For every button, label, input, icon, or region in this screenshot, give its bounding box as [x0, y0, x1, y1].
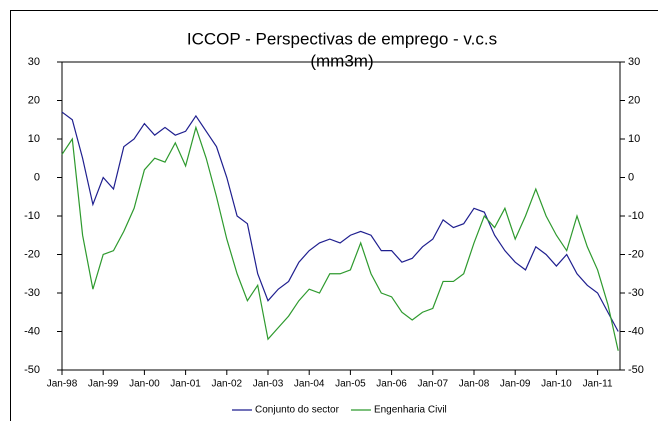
series-line — [61, 125, 619, 351]
y2-tick-label: -30 — [628, 287, 644, 299]
x-tick-label: Jan-08 — [459, 379, 490, 390]
x-tick-label: Jan-03 — [253, 379, 284, 390]
y2-tick-label: -40 — [628, 325, 644, 337]
y-tick-label: -50 — [24, 364, 40, 376]
y2-tick-label: -50 — [628, 364, 644, 376]
y-tick-label: 10 — [28, 133, 40, 145]
chart-title: ICCOP - Perspectivas de emprego - v.c.s — [187, 29, 497, 48]
x-tick-label: Jan-09 — [500, 379, 531, 390]
x-tick-label: Jan-00 — [129, 379, 160, 390]
plot-area — [61, 61, 621, 371]
y2-tick-label: 30 — [628, 56, 640, 68]
chart-frame — [10, 10, 658, 421]
y-tick-label: 0 — [34, 171, 40, 183]
x-tick-label: Jan-98 — [47, 379, 78, 390]
x-tick-label: Jan-07 — [418, 379, 449, 390]
x-tick-label: Jan-01 — [170, 379, 201, 390]
series-line — [61, 111, 619, 332]
legend-label: Engenharia Civil — [374, 405, 447, 416]
y2-tick-label: 0 — [628, 171, 634, 183]
y2-tick-label: 10 — [628, 133, 640, 145]
x-tick-label: Jan-05 — [335, 379, 366, 390]
x-tick-label: Jan-02 — [212, 379, 243, 390]
y-tick-label: -30 — [24, 287, 40, 299]
x-tick-label: Jan-04 — [294, 379, 325, 390]
y-tick-label: -10 — [24, 210, 40, 222]
x-tick-label: Jan-10 — [541, 379, 572, 390]
x-tick-label: Jan-99 — [88, 379, 119, 390]
legend-label: Conjunto do sector — [255, 405, 340, 416]
y2-tick-label: -20 — [628, 248, 644, 260]
y2-tick-label: -10 — [628, 210, 644, 222]
y2-tick-label: 20 — [628, 94, 640, 106]
y-tick-label: -40 — [24, 325, 40, 337]
y-tick-label: 30 — [28, 56, 40, 68]
chart-subtitle: (mm3m) — [310, 51, 373, 70]
x-tick-label: Jan-11 — [583, 379, 613, 390]
x-tick-label: Jan-06 — [376, 379, 407, 390]
y-tick-label: -20 — [24, 248, 40, 260]
y-tick-label: 20 — [28, 94, 40, 106]
